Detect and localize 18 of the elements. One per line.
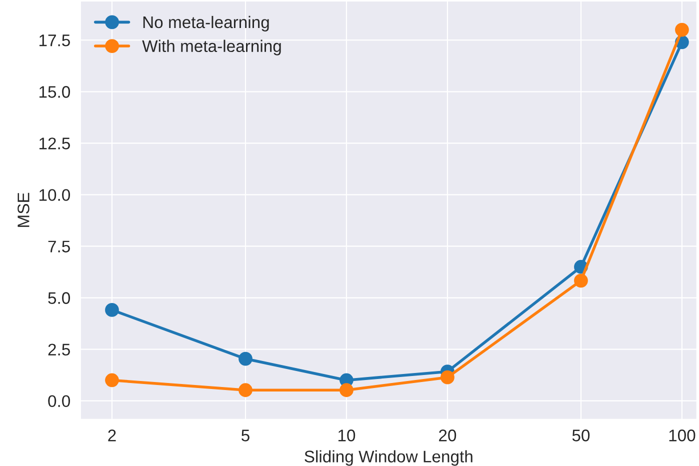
legend-label: No meta-learning xyxy=(143,16,269,32)
x-tick-label: 50 xyxy=(572,430,590,442)
y-axis-title: MSE xyxy=(18,192,30,227)
x-axis-title: Sliding Window Length xyxy=(304,450,472,466)
y-tick-label: 15.0 xyxy=(40,86,70,98)
x-tick-label: 20 xyxy=(439,430,456,442)
x-tick-label: 100 xyxy=(669,430,696,442)
x-tick-label: 5 xyxy=(242,430,250,442)
legend-label: With meta-learning xyxy=(142,40,281,56)
y-tick-label: 10.0 xyxy=(40,189,70,201)
y-tick-label: 17.5 xyxy=(40,34,70,46)
y-tick-label: 7.5 xyxy=(48,240,70,252)
y-tick-label: 12.5 xyxy=(40,138,70,150)
y-tick-label: 5.0 xyxy=(48,292,70,304)
y-tick-label: 2.5 xyxy=(48,344,70,356)
y-tick-label: 0.0 xyxy=(48,395,70,408)
x-tick-label: 10 xyxy=(338,430,356,442)
x-tick-label: 2 xyxy=(108,430,116,442)
